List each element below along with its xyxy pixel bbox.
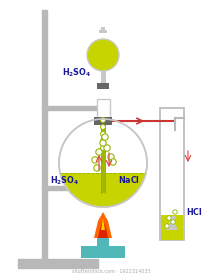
Bar <box>160 108 184 240</box>
Bar <box>97 230 109 248</box>
Circle shape <box>171 220 175 224</box>
Polygon shape <box>101 218 105 230</box>
Circle shape <box>101 146 105 151</box>
Bar <box>101 121 105 193</box>
Bar <box>18 264 98 268</box>
Circle shape <box>96 149 102 155</box>
Polygon shape <box>166 224 178 230</box>
Bar <box>97 99 110 121</box>
Circle shape <box>101 118 105 123</box>
Circle shape <box>102 134 108 140</box>
Polygon shape <box>60 173 146 207</box>
Bar <box>161 215 183 240</box>
Bar <box>94 117 112 125</box>
Text: $\mathbf{H_2SO_4}$: $\mathbf{H_2SO_4}$ <box>62 66 91 78</box>
Circle shape <box>101 132 105 137</box>
Bar <box>42 106 107 110</box>
Circle shape <box>59 119 147 207</box>
Bar <box>101 27 105 33</box>
Text: $\mathbf{H_2SO_4}$: $\mathbf{H_2SO_4}$ <box>50 174 79 186</box>
Polygon shape <box>94 212 112 238</box>
Circle shape <box>104 145 110 151</box>
Circle shape <box>101 139 105 144</box>
Bar <box>81 246 125 258</box>
Bar <box>42 10 47 262</box>
Bar <box>97 83 109 89</box>
Circle shape <box>101 125 105 130</box>
Ellipse shape <box>81 250 125 256</box>
Circle shape <box>94 165 100 171</box>
Text: shutterstock.com · 1622314033: shutterstock.com · 1622314033 <box>72 269 150 274</box>
Text: $\mathbf{NaCl}$: $\mathbf{NaCl}$ <box>118 174 140 185</box>
Bar <box>99 30 107 33</box>
Bar <box>101 71 105 89</box>
Circle shape <box>92 157 98 163</box>
Circle shape <box>110 159 116 165</box>
Bar <box>169 216 175 224</box>
Circle shape <box>100 140 106 146</box>
Text: $\mathbf{HCl}$: $\mathbf{HCl}$ <box>186 206 203 217</box>
Circle shape <box>108 154 114 160</box>
Circle shape <box>87 39 119 71</box>
Bar <box>18 259 98 265</box>
Circle shape <box>167 216 171 220</box>
Bar <box>100 230 106 238</box>
Bar <box>42 186 107 190</box>
Polygon shape <box>98 220 108 238</box>
Circle shape <box>173 210 177 214</box>
Circle shape <box>165 224 169 228</box>
